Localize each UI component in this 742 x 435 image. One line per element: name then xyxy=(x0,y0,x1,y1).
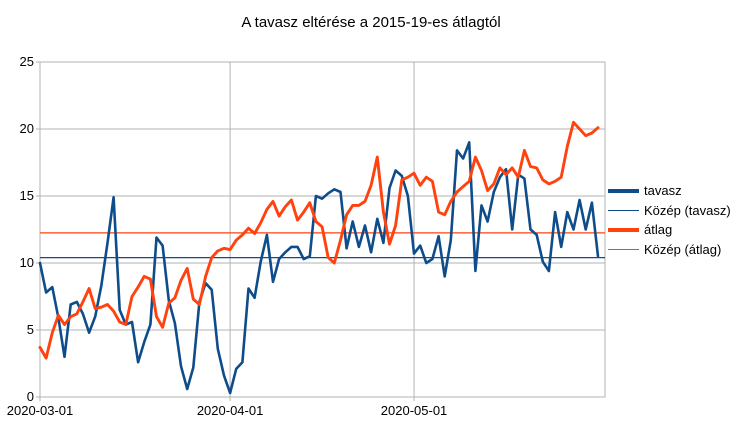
legend-label: Közép (átlag) xyxy=(644,241,722,257)
series-line-atlag xyxy=(38,120,600,360)
y-axis-tick-label: 15 xyxy=(19,188,34,203)
legend-line-sample-kozep-atlag xyxy=(608,248,639,250)
legend-line-sample-atlag xyxy=(608,227,639,232)
legend-item-kozep-atlag: Közép (átlag) xyxy=(608,240,731,260)
x-axis-tick-label: 2020-04-01 xyxy=(196,403,264,418)
y-axis-tick-label: 20 xyxy=(19,121,34,136)
legend-item-kozep-tavasz: Közép (tavasz) xyxy=(608,201,731,221)
chart-title: A tavasz eltérése a 2015-19-es átlagtól xyxy=(241,14,501,31)
y-axis-tick-label: 10 xyxy=(19,255,34,270)
x-axis-tick-label: 2020-03-01 xyxy=(6,403,74,418)
legend-item-atlag: átlag xyxy=(608,220,731,240)
y-axis-tick-label: 25 xyxy=(19,54,34,69)
y-axis-tick-label: 0 xyxy=(26,389,34,404)
x-axis-tick-label: 2020-05-01 xyxy=(380,403,448,418)
legend-line-sample-kozep-tavasz xyxy=(608,209,639,211)
legend-item-tavasz: tavasz xyxy=(608,181,731,201)
series-line-tavasz xyxy=(38,141,600,395)
legend-label: tavasz xyxy=(644,183,682,199)
legend-line-sample-tavasz xyxy=(608,188,639,193)
legend-label: átlag xyxy=(644,222,673,238)
plot-frame xyxy=(39,61,606,398)
legend-label: Közép (tavasz) xyxy=(644,202,731,218)
y-axis-tick-label: 5 xyxy=(26,322,34,337)
legend: tavasz Közép (tavasz) átlag Közép (átlag… xyxy=(608,181,731,259)
